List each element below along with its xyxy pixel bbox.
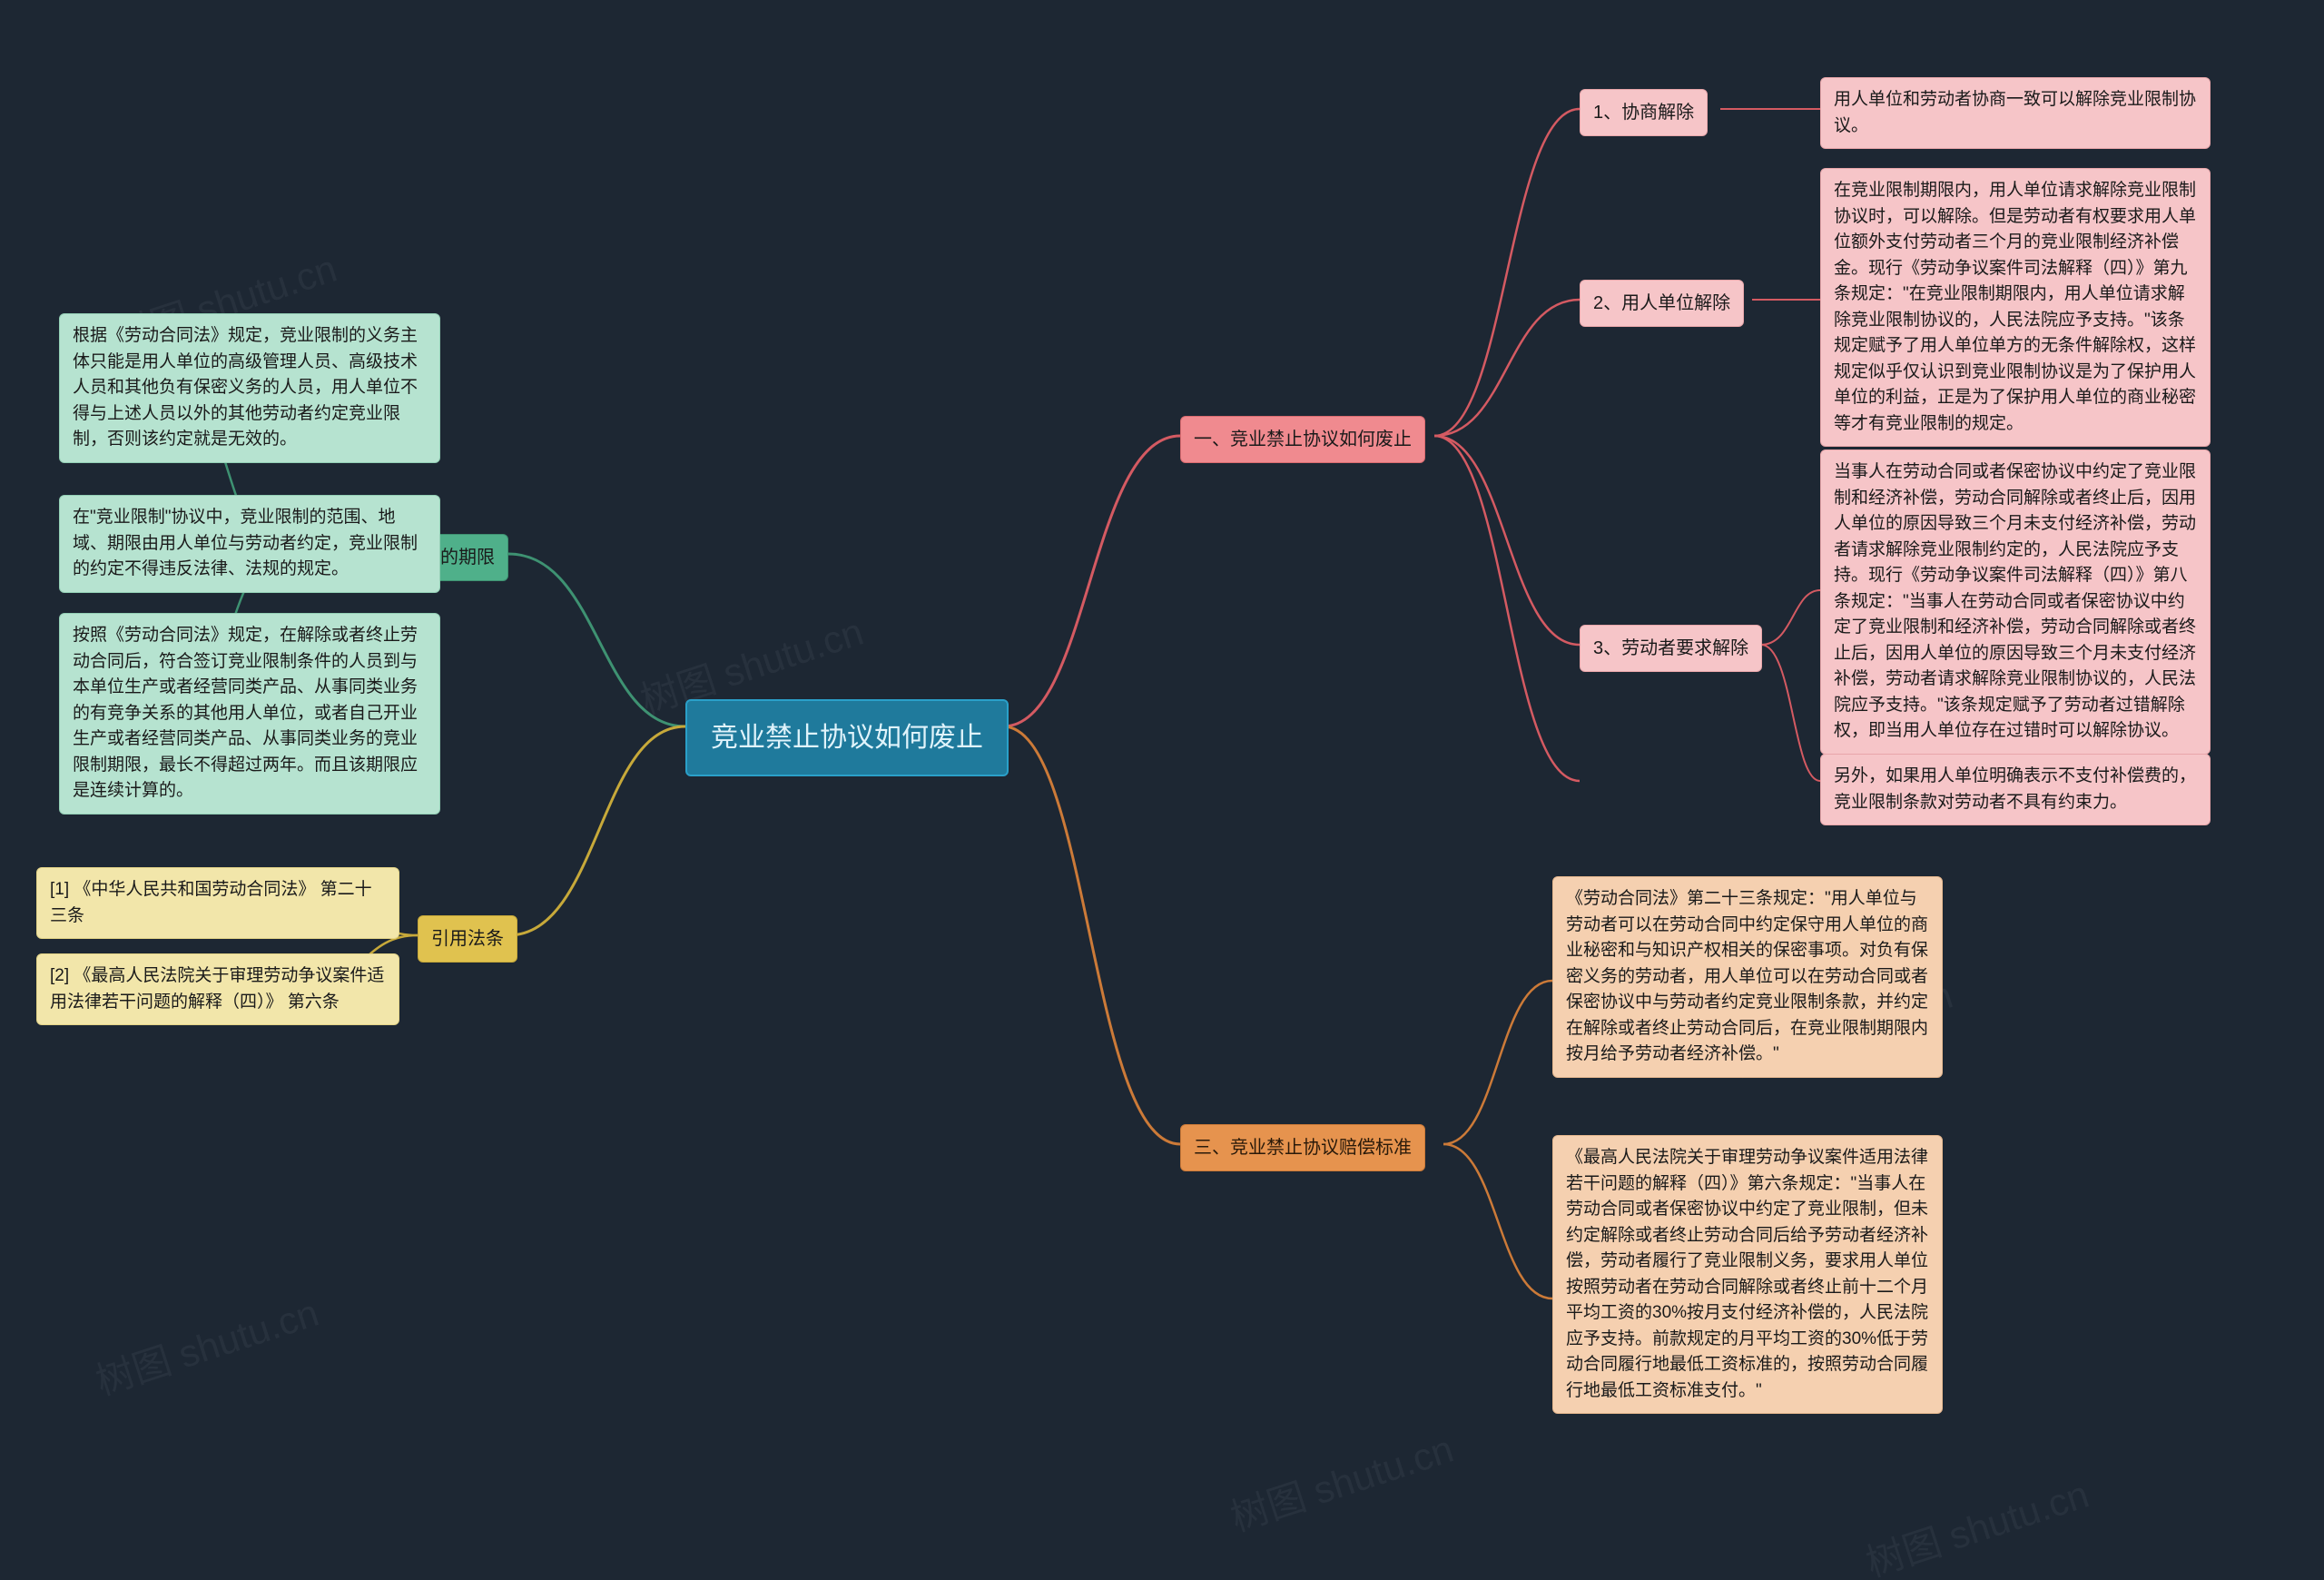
branch-3-item-1: 《劳动合同法》第二十三条规定："用人单位与劳动者可以在劳动合同中约定保守用人单位… [1552, 876, 1943, 1078]
branch-1-item-1-detail: 用人单位和劳动者协商一致可以解除竞业限制协议。 [1820, 77, 2211, 149]
watermark: 树图 shutu.cn [1223, 1418, 1460, 1543]
branch-2-item-3: 按照《劳动合同法》规定，在解除或者终止劳动合同后，符合签订竞业限制条件的人员到与… [59, 613, 440, 815]
branch-3-item-2: 《最高人民法院关于审理劳动争议案件适用法律若干问题的解释（四）》第六条规定："当… [1552, 1135, 1943, 1414]
branch-3[interactable]: 三、竞业禁止协议赔偿标准 [1180, 1124, 1425, 1171]
branch-1-item-1[interactable]: 1、协商解除 [1580, 89, 1708, 136]
branch-4[interactable]: 引用法条 [418, 915, 517, 963]
watermark: 树图 shutu.cn [88, 1282, 325, 1407]
branch-1-item-2[interactable]: 2、用人单位解除 [1580, 280, 1744, 327]
branch-2-item-2: 在"竞业限制"协议中，竞业限制的范围、地域、期限由用人单位与劳动者约定，竞业限制… [59, 495, 440, 593]
branch-1-item-3-detail: 当事人在劳动合同或者保密协议中约定了竞业限制和经济补偿，劳动合同解除或者终止后，… [1820, 449, 2211, 755]
branch-4-item-2: [2] 《最高人民法院关于审理劳动争议案件适用法律若干问题的解释（四）》 第六条 [36, 953, 399, 1025]
root-node[interactable]: 竞业禁止协议如何废止 [685, 699, 1009, 776]
branch-1-extra: 另外，如果用人单位明确表示不支付补偿费的，竞业限制条款对劳动者不具有约束力。 [1820, 754, 2211, 825]
watermark: 树图 shutu.cn [1858, 1464, 2095, 1580]
branch-1[interactable]: 一、竞业禁止协议如何废止 [1180, 416, 1425, 463]
branch-4-item-1: [1] 《中华人民共和国劳动合同法》 第二十三条 [36, 867, 399, 939]
branch-1-item-2-detail: 在竞业限制期限内，用人单位请求解除竞业限制协议时，可以解除。但是劳动者有权要求用… [1820, 168, 2211, 447]
branch-1-item-3[interactable]: 3、劳动者要求解除 [1580, 625, 1762, 672]
branch-2-item-1: 根据《劳动合同法》规定，竞业限制的义务主体只能是用人单位的高级管理人员、高级技术… [59, 313, 440, 463]
